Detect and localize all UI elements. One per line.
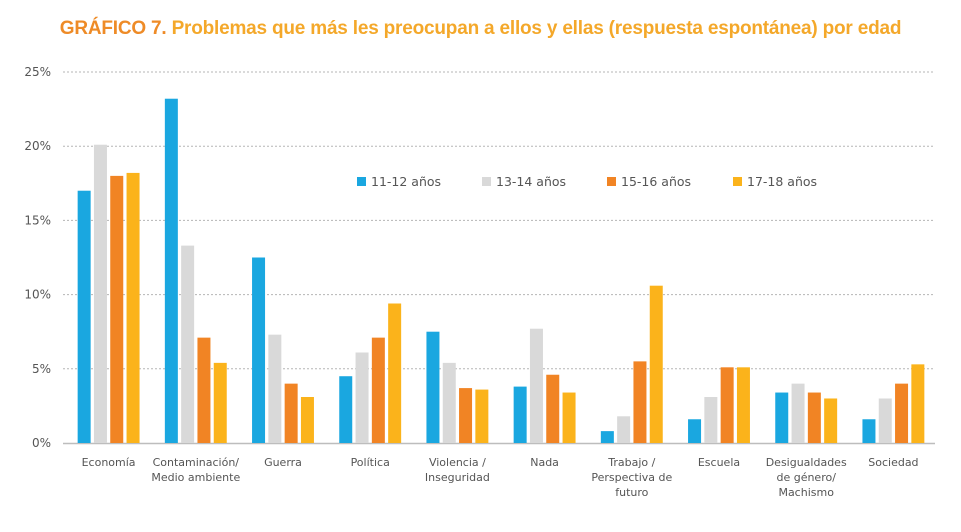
bar-15-16-a-os: [284, 383, 298, 443]
x-tick-label: Trabajo / Perspectiva de futuro: [591, 456, 672, 499]
legend-swatch: [733, 177, 742, 186]
bar-11-12-a-os: [252, 257, 266, 443]
x-tick-label: Contaminación/Medio ambiente: [151, 456, 240, 484]
chart-title-text: Problemas que más les preocupan a ellos …: [171, 18, 902, 39]
bar-13-14-a-os: [617, 416, 631, 443]
y-tick-label: 25%: [24, 65, 51, 79]
bar-17-18-a-os: [300, 396, 314, 443]
legend-label: 13-14 años: [496, 174, 566, 189]
x-tick-label: Política: [351, 456, 390, 469]
bar-13-14-a-os: [529, 328, 543, 443]
x-tick-label: Desigualdades de género/Machismo: [766, 456, 847, 499]
bar-15-16-a-os: [546, 374, 560, 443]
bar-13-14-a-os: [442, 362, 456, 443]
bar-17-18-a-os: [388, 303, 402, 443]
bar-17-18-a-os: [824, 398, 838, 443]
bar-15-16-a-os: [371, 337, 385, 443]
bar-17-18-a-os: [475, 389, 489, 443]
bar-13-14-a-os: [181, 245, 195, 443]
y-tick-label: 15%: [24, 213, 51, 227]
chart-title-lead: GRÁFICO 7.: [59, 18, 167, 39]
x-tick-label: Economía: [82, 456, 136, 469]
bars: [77, 98, 925, 444]
bar-17-18-a-os: [213, 362, 227, 443]
bar-13-14-a-os: [878, 398, 892, 443]
bar-15-16-a-os: [807, 392, 821, 443]
legend-label: 11-12 años: [371, 174, 441, 189]
bar-11-12-a-os: [600, 431, 614, 443]
bar-11-12-a-os: [164, 98, 178, 443]
x-tick-label: Escuela: [698, 456, 740, 469]
x-axis: Economía Contaminación/Medio ambiente Guer…: [82, 456, 919, 499]
bar-11-12-a-os: [339, 376, 353, 443]
bar-17-18-a-os: [911, 364, 925, 443]
legend-item: 15-16 años: [607, 174, 691, 189]
bar-15-16-a-os: [633, 361, 647, 443]
legend-item: 17-18 años: [733, 174, 817, 189]
x-tick-label: Nada: [530, 456, 559, 469]
bar-15-16-a-os: [110, 175, 124, 443]
bar-15-16-a-os: [197, 337, 211, 443]
y-tick-label: 0%: [32, 436, 51, 450]
legend-item: 11-12 años: [357, 174, 441, 189]
bar-17-18-a-os: [736, 367, 750, 443]
legend: 11-12 años 13-14 años 15-16 años 17-18 años: [357, 174, 817, 189]
x-tick-label: Guerra: [264, 456, 302, 469]
bar-13-14-a-os: [268, 334, 282, 443]
x-tick-label: Violencia / Inseguridad: [425, 456, 490, 484]
x-tick-label: Sociedad: [868, 456, 918, 469]
y-tick-label: 10%: [24, 288, 51, 302]
bar-11-12-a-os: [688, 419, 702, 443]
bar-11-12-a-os: [862, 419, 876, 443]
bar-13-14-a-os: [93, 144, 107, 443]
y-axis: 0% 5% 10% 15% 20% 25%: [24, 65, 51, 450]
legend-swatch: [357, 177, 366, 186]
bar-11-12-a-os: [775, 392, 789, 443]
legend-swatch: [482, 177, 491, 186]
legend-label: 17-18 años: [747, 174, 817, 189]
bar-11-12-a-os: [513, 386, 527, 443]
bar-15-16-a-os: [720, 367, 734, 443]
chart-title: GRÁFICO 7. Problemas que más les preocup…: [0, 18, 961, 40]
y-tick-label: 5%: [32, 362, 51, 376]
bar-11-12-a-os: [426, 331, 440, 443]
y-tick-label: 20%: [24, 139, 51, 153]
legend-label: 15-16 años: [621, 174, 691, 189]
bar-13-14-a-os: [791, 383, 805, 443]
bar-17-18-a-os: [649, 285, 663, 443]
bar-17-18-a-os: [562, 392, 576, 443]
bar-15-16-a-os: [459, 388, 473, 443]
bar-11-12-a-os: [77, 190, 91, 443]
legend-item: 13-14 años: [482, 174, 566, 189]
bar-17-18-a-os: [126, 172, 140, 444]
bar-13-14-a-os: [355, 352, 369, 443]
legend-swatch: [607, 177, 616, 186]
bar-15-16-a-os: [895, 383, 909, 443]
bar-13-14-a-os: [704, 396, 718, 443]
